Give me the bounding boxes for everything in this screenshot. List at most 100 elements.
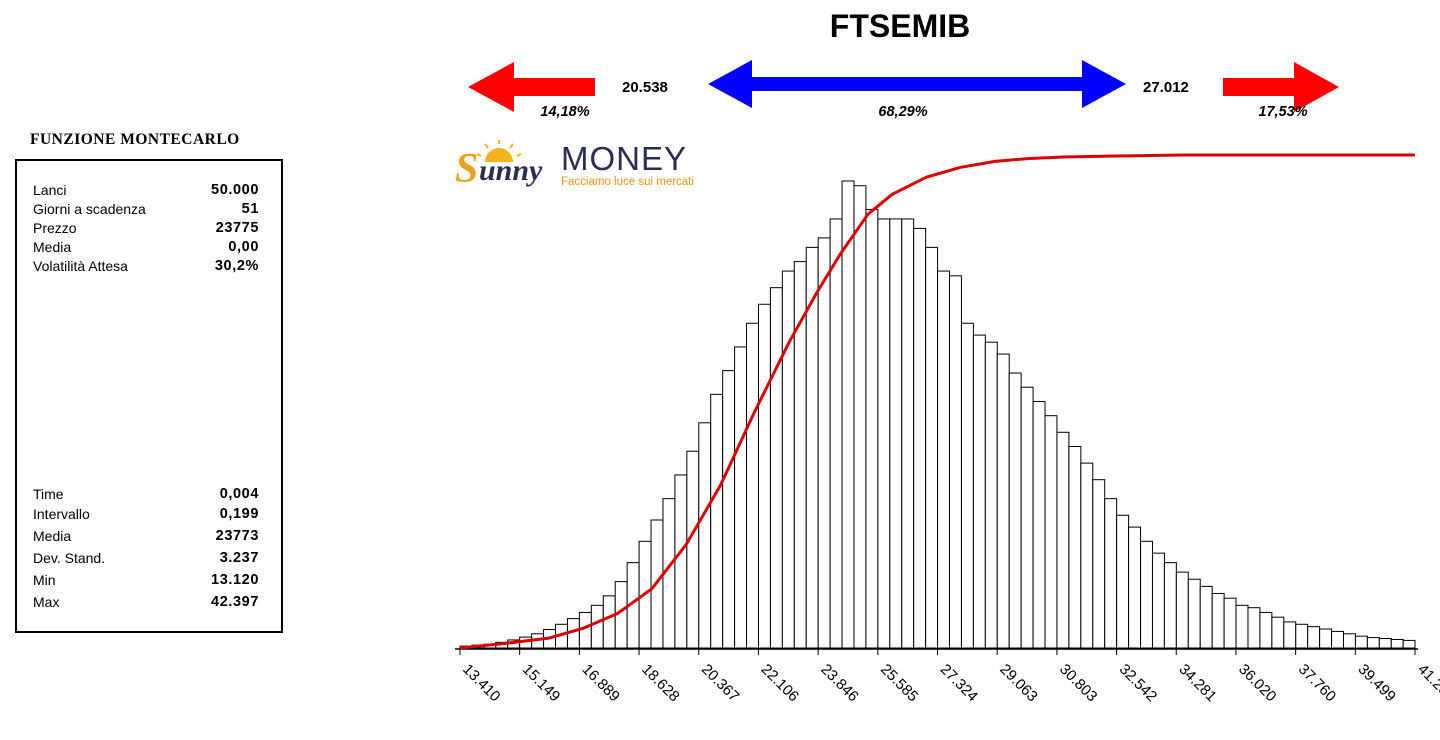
input-param-row: Giorni a scadenza 51 (33, 201, 259, 221)
logo-tagline: Facciamo luce sui mercati (561, 176, 694, 188)
histogram-bar (1366, 637, 1380, 649)
x-tick-label: 18.628 (638, 661, 682, 705)
histogram-bar (913, 227, 927, 649)
histogram-bar (1128, 526, 1142, 649)
histogram-bar (853, 185, 867, 649)
input-param-value: 23775 (215, 220, 259, 236)
histogram-bar (1187, 578, 1201, 649)
histogram-bar (1235, 604, 1249, 649)
logo-s-letter: S (455, 146, 478, 192)
output-stat-row: Min 13.120 (33, 572, 259, 592)
histogram-bar (1354, 635, 1368, 649)
input-param-label: Media (33, 239, 72, 255)
x-tick-label: 16.889 (579, 661, 623, 705)
output-stat-label: Dev. Stand. (33, 550, 106, 566)
output-stat-row: Media 23773 (33, 528, 259, 548)
input-param-row: Lanci 50.000 (33, 182, 259, 202)
input-param-value: 30,2% (214, 258, 259, 274)
histogram-bar (889, 218, 903, 649)
output-stat-value: 0,199 (219, 506, 259, 522)
logo-script-word: unny (479, 154, 543, 187)
histogram-bar (769, 287, 783, 649)
histogram-bar (937, 270, 951, 649)
center-percent: 68,29% (878, 104, 928, 120)
histogram-bar (1068, 446, 1082, 649)
histogram-bar (674, 474, 688, 649)
histogram-bar (698, 422, 712, 649)
histogram-bar (602, 595, 616, 649)
input-param-value: 51 (241, 201, 259, 217)
panel-heading: FUNZIONE MONTECARLO (30, 131, 240, 148)
histogram-bar (1056, 431, 1070, 649)
histogram-bar (746, 322, 759, 649)
right-tail-arrow (1223, 62, 1339, 112)
x-tick-label: 13.410 (459, 661, 503, 705)
histogram-bar (925, 246, 939, 649)
histogram-bar (1044, 415, 1058, 649)
output-stat-value: 23773 (215, 528, 259, 544)
x-tick-label: 23.846 (817, 661, 861, 705)
histogram-bar (1271, 616, 1285, 649)
histogram-bar (1402, 639, 1416, 649)
histogram-bar (1390, 638, 1404, 649)
left-tail-percent: 14,18% (540, 104, 590, 120)
histogram-bar (1032, 400, 1046, 649)
histogram-bar (710, 393, 724, 649)
input-param-label: Prezzo (33, 220, 77, 236)
histogram-bar (817, 237, 831, 649)
histogram-bar (757, 303, 771, 649)
histogram-bar (1259, 611, 1273, 649)
output-stat-row: Dev. Stand. 3.237 (33, 550, 259, 570)
histogram-bar (686, 450, 700, 649)
histogram-bar (1020, 386, 1034, 649)
histogram-bar (1307, 626, 1321, 649)
input-param-label: Lanci (33, 182, 67, 198)
x-tick-label: 36.020 (1235, 661, 1279, 705)
histogram-bar (734, 346, 748, 649)
histogram-bar (972, 334, 986, 649)
histogram-bar (829, 218, 843, 649)
x-tick-label: 41.238 (1414, 661, 1440, 705)
histogram-bar (1116, 514, 1130, 649)
input-param-label: Volatilità Attesa (33, 258, 128, 274)
stats-panel: Lanci 50.000 Giorni a scadenza 51 Prezzo 2377… (15, 159, 283, 633)
histogram-bar (1175, 571, 1189, 649)
x-tick-label: 39.499 (1354, 661, 1398, 705)
x-tick-label: 22.106 (758, 661, 802, 705)
histogram-bar (1295, 623, 1309, 649)
histogram-bar (590, 604, 604, 649)
sun-icon (476, 140, 522, 162)
histogram-bar (1092, 479, 1106, 649)
histogram-bar (781, 270, 795, 649)
histogram-bar (722, 370, 736, 649)
output-stat-label: Time (33, 486, 64, 502)
right-tail-percent: 17,53% (1258, 104, 1308, 120)
x-tick-label: 34.281 (1175, 661, 1219, 705)
x-tick-label: 27.324 (937, 661, 981, 705)
output-stat-value: 13.120 (211, 572, 259, 588)
input-param-row: Prezzo 23775 (33, 220, 259, 240)
output-stat-label: Min (33, 572, 56, 588)
x-tick-label: 32.542 (1116, 661, 1160, 705)
histogram-bar (1163, 562, 1177, 649)
lower-bound-value: 20.538 (622, 79, 668, 96)
output-stat-row: Max 42.397 (33, 594, 259, 614)
histogram-bar (877, 218, 891, 649)
histogram-bar (1199, 585, 1213, 649)
x-tick-label: 29.063 (996, 661, 1040, 705)
input-param-label: Giorni a scadenza (33, 201, 146, 217)
histogram-bar (996, 353, 1010, 649)
histogram-bar (949, 275, 962, 649)
output-stat-value: 0,004 (219, 486, 259, 502)
input-param-row: Media 0,00 (33, 239, 259, 259)
input-param-row: Volatilità Attesa 30,2% (33, 258, 259, 278)
output-stat-label: Max (33, 594, 60, 610)
x-tick-label: 30.803 (1056, 661, 1100, 705)
sunny-money-logo: S unny MONEY Facciamo luce sui mercati (455, 140, 694, 192)
output-stat-value: 3.237 (219, 550, 259, 566)
histogram-bar (1343, 633, 1356, 649)
histogram-bar (1247, 607, 1261, 649)
x-tick-label: 37.760 (1295, 661, 1339, 705)
center-range-arrow (708, 60, 1126, 108)
